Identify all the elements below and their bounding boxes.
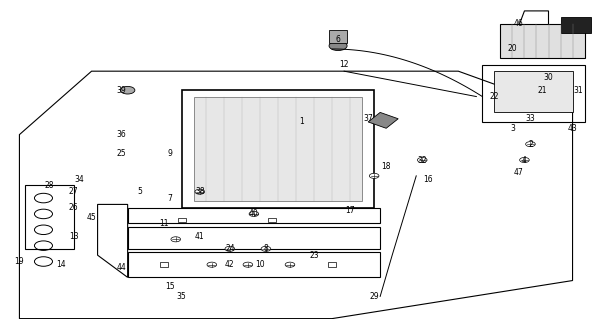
Circle shape: [225, 246, 235, 252]
Text: 21: 21: [538, 86, 547, 95]
Text: 30: 30: [544, 73, 553, 82]
Polygon shape: [194, 97, 362, 201]
Text: 20: 20: [507, 44, 517, 53]
Text: 42: 42: [225, 260, 235, 269]
Circle shape: [261, 246, 271, 252]
Circle shape: [285, 262, 295, 267]
Text: 26: 26: [69, 203, 79, 212]
Bar: [328, 262, 336, 267]
Bar: [329, 30, 347, 43]
Polygon shape: [368, 112, 398, 128]
Circle shape: [249, 212, 259, 216]
Text: 40: 40: [249, 209, 259, 219]
Text: 29: 29: [369, 292, 379, 301]
Text: 2: 2: [528, 140, 533, 148]
Circle shape: [195, 189, 205, 194]
Text: 45: 45: [87, 212, 97, 222]
Text: 22: 22: [490, 92, 499, 101]
Text: 5: 5: [137, 187, 142, 196]
Bar: [561, 17, 591, 33]
Text: 14: 14: [57, 260, 66, 269]
Text: 7: 7: [167, 194, 172, 203]
Text: 11: 11: [159, 219, 169, 228]
Text: 24: 24: [225, 244, 235, 253]
Text: 6: 6: [336, 35, 341, 44]
Text: 15: 15: [165, 282, 175, 292]
Bar: [178, 218, 186, 222]
Bar: [159, 262, 168, 267]
Polygon shape: [500, 24, 585, 59]
Text: 8: 8: [263, 244, 268, 253]
Circle shape: [207, 262, 217, 267]
Text: 27: 27: [69, 187, 79, 196]
Text: 12: 12: [339, 60, 349, 69]
Text: 10: 10: [255, 260, 265, 269]
Text: 37: 37: [363, 114, 373, 123]
Text: 13: 13: [69, 232, 79, 241]
Text: 18: 18: [381, 162, 391, 171]
Text: 35: 35: [177, 292, 187, 301]
Text: 46: 46: [513, 19, 523, 28]
Text: 38: 38: [195, 187, 205, 196]
Text: 28: 28: [45, 181, 54, 190]
Text: 25: 25: [117, 149, 126, 158]
Text: 4: 4: [522, 156, 527, 164]
Text: 32: 32: [417, 156, 427, 164]
Text: 3: 3: [510, 124, 515, 133]
Text: 1: 1: [300, 117, 304, 126]
Text: 41: 41: [195, 232, 205, 241]
Text: 34: 34: [75, 174, 85, 184]
Circle shape: [525, 142, 535, 147]
Text: 47: 47: [513, 168, 523, 177]
Circle shape: [120, 86, 135, 94]
Text: 36: 36: [117, 130, 126, 139]
Text: 19: 19: [14, 257, 24, 266]
Circle shape: [171, 237, 181, 242]
Text: 39: 39: [117, 86, 126, 95]
Bar: [268, 218, 276, 222]
Text: 31: 31: [574, 86, 583, 95]
Circle shape: [243, 262, 252, 267]
Text: 23: 23: [309, 251, 319, 260]
Text: 17: 17: [345, 206, 355, 215]
Circle shape: [369, 173, 379, 178]
Text: 44: 44: [117, 263, 126, 272]
Polygon shape: [495, 71, 573, 112]
Text: 9: 9: [167, 149, 172, 158]
Text: 43: 43: [568, 124, 577, 133]
Circle shape: [329, 41, 347, 51]
Circle shape: [417, 157, 427, 163]
Circle shape: [519, 157, 529, 163]
Text: 16: 16: [423, 174, 433, 184]
Text: 33: 33: [525, 114, 535, 123]
